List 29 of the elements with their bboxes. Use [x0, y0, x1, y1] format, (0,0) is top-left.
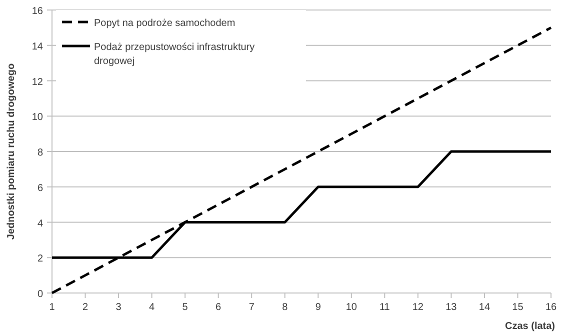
y-tick-label: 6	[37, 182, 44, 194]
legend-label: Podaż przepustowości infrastruktury drogowej	[94, 42, 255, 67]
y-tick-label: 4	[37, 218, 44, 230]
x-tick-label: 14	[478, 302, 490, 313]
x-tick-label: 2	[82, 302, 88, 313]
y-tick-label: 16	[32, 6, 44, 17]
x-tick-label: 9	[315, 302, 322, 313]
y-tick-label: 2	[37, 254, 44, 265]
x-tick-label: 13	[446, 302, 458, 313]
x-axis-title: Czas (lata)	[504, 321, 555, 332]
x-tick-label: 1	[49, 302, 56, 313]
x-tick-label: 6	[216, 302, 222, 313]
x-tick-label: 15	[512, 302, 524, 313]
y-tick-label: 10	[32, 112, 44, 124]
y-axis-title: Jednostki pomiaru ruchu drogowego	[6, 63, 17, 240]
y-tick-label: 0	[37, 289, 44, 300]
x-tick-label: 3	[116, 302, 122, 313]
x-tick-label: 4	[149, 302, 156, 313]
x-tick-label: 5	[182, 302, 188, 313]
x-tick-label: 7	[248, 302, 255, 313]
x-tick-label: 10	[346, 302, 358, 313]
x-tick-label: 12	[412, 302, 424, 313]
legend-label: Popyt na podroże samochodem	[94, 18, 236, 29]
y-tick-label: 14	[32, 41, 44, 52]
y-tick-label: 12	[32, 76, 44, 88]
x-tick-label: 8	[282, 302, 288, 313]
y-tick-label: 8	[37, 148, 44, 158]
x-tick-label: 16	[545, 302, 557, 313]
x-tick-label: 11	[379, 302, 390, 313]
